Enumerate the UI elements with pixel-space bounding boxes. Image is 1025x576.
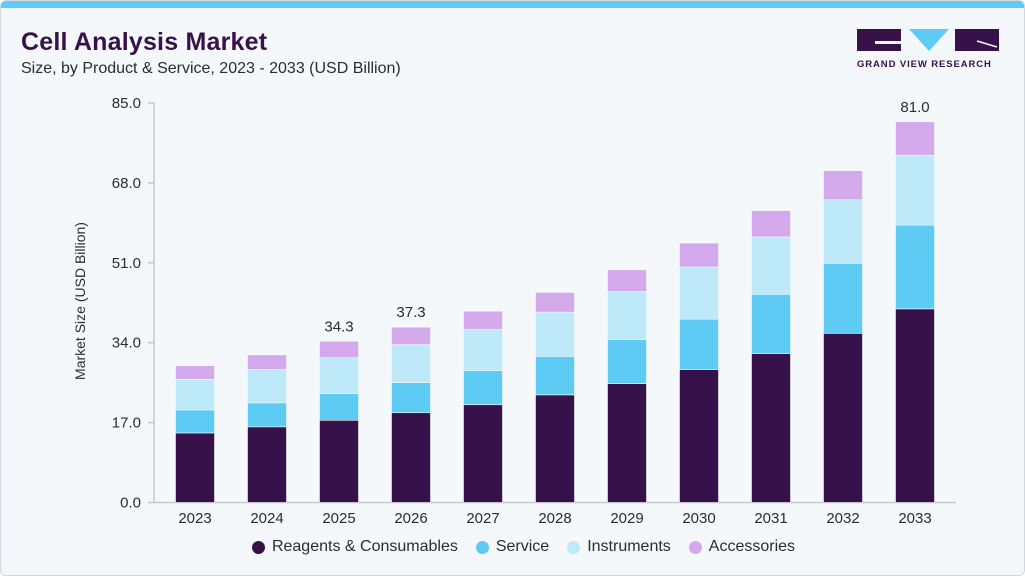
logo-text: GRAND VIEW RESEARCH	[857, 59, 992, 70]
bar-segment-service-2027	[463, 370, 503, 406]
legend-label: Instruments	[587, 538, 671, 555]
y-tick-label: 34.0	[112, 335, 141, 352]
bar-segment-service-2033	[895, 224, 935, 310]
legend-item: Accessories	[688, 538, 796, 556]
bar-segment-instruments-2027	[463, 329, 503, 371]
chart-subtitle: Size, by Product & Service, 2023 - 2033 …	[21, 60, 401, 77]
bar-segment-accessories-2023	[175, 365, 215, 380]
bar-segment-instruments-2029	[607, 291, 647, 340]
y-tick-label: 0.0	[120, 495, 141, 512]
bar-segment-reagents-consumables-2025	[319, 419, 359, 503]
bar-segment-instruments-2032	[823, 199, 863, 264]
bar-segment-service-2026	[391, 382, 431, 414]
bar-segment-accessories-2026	[391, 326, 431, 345]
bar-segment-instruments-2031	[751, 236, 791, 295]
x-tick-label: 2028	[538, 510, 571, 527]
bar-segment-instruments-2026	[391, 344, 431, 383]
bar-segment-reagents-consumables-2026	[391, 412, 431, 503]
bar-segment-accessories-2030	[679, 242, 719, 268]
bar-segment-instruments-2025	[319, 357, 359, 394]
data-label-total: 34.3	[324, 318, 353, 335]
bar-segment-instruments-2033	[895, 154, 935, 226]
logo-mark-icon	[857, 29, 999, 51]
x-tick-label: 2033	[898, 510, 931, 527]
y-tick-label: 85.0	[112, 95, 141, 112]
bar-segment-accessories-2024	[247, 354, 287, 370]
bar-segment-service-2024	[247, 402, 287, 428]
legend-item: Service	[475, 538, 550, 556]
legend-marker-icon	[251, 540, 265, 554]
legend-label: Reagents & Consumables	[271, 538, 458, 555]
bar-segment-reagents-consumables-2028	[535, 394, 575, 503]
legend-item: Reagents & Consumables	[251, 538, 458, 556]
data-label-total: 37.3	[396, 304, 425, 321]
legend-item: Instruments	[567, 538, 671, 556]
bar-segment-instruments-2028	[535, 311, 575, 357]
legend-marker-icon	[475, 540, 489, 554]
bar-segment-accessories-2032	[823, 170, 863, 201]
bar-segment-accessories-2025	[319, 340, 359, 359]
x-tick-label: 2023	[178, 510, 211, 527]
x-tick-label: 2032	[826, 510, 859, 527]
legend: Reagents & Consumables Service Instruments…	[1, 538, 1024, 556]
y-tick-label: 17.0	[112, 415, 141, 432]
bar-segment-service-2031	[751, 293, 791, 354]
bar-segment-accessories-2031	[751, 210, 791, 238]
bar-segment-instruments-2023	[175, 379, 215, 411]
bar-segment-service-2032	[823, 262, 863, 334]
bar-segment-accessories-2033	[895, 121, 935, 156]
y-tick-label: 68.0	[112, 175, 141, 192]
bar-segment-service-2028	[535, 356, 575, 396]
bar-segment-service-2030	[679, 318, 719, 370]
x-tick-label: 2025	[322, 510, 355, 527]
x-tick-label: 2029	[610, 510, 643, 527]
bar-segment-reagents-consumables-2033	[895, 308, 935, 503]
legend-marker-icon	[567, 540, 581, 554]
bar-segment-reagents-consumables-2031	[751, 353, 791, 503]
y-axis-title: Market Size (USD Billion)	[72, 222, 88, 380]
chart-title: Cell Analysis Market	[21, 28, 268, 56]
legend-label: Service	[495, 538, 550, 555]
y-tick-label: 51.0	[112, 255, 141, 272]
data-label-total: 81.0	[900, 99, 929, 116]
bar-segment-service-2029	[607, 339, 647, 384]
x-tick-label: 2024	[250, 510, 283, 527]
bar-segment-reagents-consumables-2032	[823, 332, 863, 503]
legend-marker-icon	[688, 540, 702, 554]
bar-segment-accessories-2029	[607, 269, 647, 292]
bar-segment-reagents-consumables-2023	[175, 432, 215, 503]
bar-segment-instruments-2024	[247, 369, 287, 404]
x-tick-label: 2030	[682, 510, 715, 527]
bar-segment-reagents-consumables-2024	[247, 426, 287, 503]
bar-segment-service-2023	[175, 409, 215, 434]
x-tick-label: 2031	[754, 510, 787, 527]
x-tick-label: 2026	[394, 510, 427, 527]
x-tick-label: 2027	[466, 510, 499, 527]
bar-segment-reagents-consumables-2029	[607, 383, 647, 503]
grand-view-research-logo: GRAND VIEW RESEARCH	[857, 29, 999, 75]
bar-segment-service-2025	[319, 393, 359, 421]
bar-segment-instruments-2030	[679, 266, 719, 320]
bar-segment-accessories-2027	[463, 310, 503, 330]
top-accent-bar	[1, 1, 1024, 8]
bar-segment-accessories-2028	[535, 292, 575, 313]
bar-segment-reagents-consumables-2030	[679, 369, 719, 503]
bar-segment-reagents-consumables-2027	[463, 404, 503, 503]
legend-label: Accessories	[708, 538, 796, 555]
